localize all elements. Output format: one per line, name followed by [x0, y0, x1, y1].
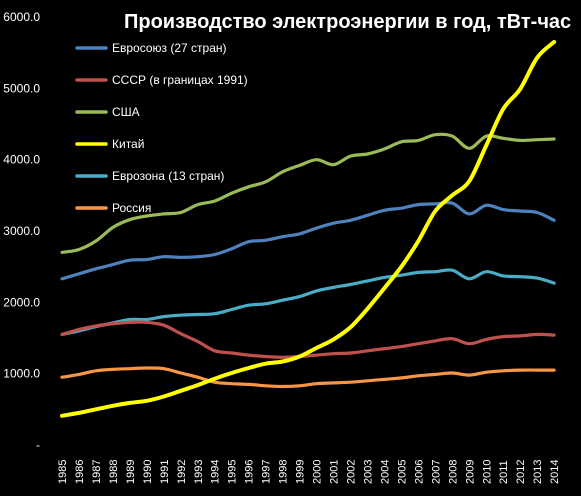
series-line [60, 200, 556, 281]
x-tick-label: 1999 [295, 460, 307, 484]
legend-label: Китай [112, 137, 144, 151]
y-axis: 6000.0 5000.0 4000.0 3000.0 2000.0 1000.0 - [3, 10, 40, 452]
chart-title: Производство электроэнергии в год, тВт-ч… [124, 11, 571, 33]
x-tick-label: 2008 [447, 460, 459, 484]
x-axis: 1985 1986 1987 1988 1989 1990 1991 1992 1993 1994… [57, 460, 561, 484]
x-tick-label: 2009 [464, 460, 476, 484]
x-tick-label: 1986 [74, 460, 86, 484]
y-tick-label: - [36, 438, 40, 452]
series-line [60, 268, 556, 336]
x-tick-label: 1995 [227, 460, 239, 484]
series-line [60, 40, 557, 418]
x-tick-label: 2002 [345, 460, 357, 484]
x-tick-label: 2006 [413, 460, 425, 484]
y-tick-label: 3000.0 [3, 224, 40, 238]
x-tick-label: 2012 [515, 460, 527, 484]
x-tick-label: 2000 [312, 460, 324, 484]
x-tick-label: 1992 [176, 460, 188, 484]
legend-label: СССР (в границах 1991) [112, 73, 248, 87]
x-tick-label: 2011 [498, 460, 510, 484]
x-tick-label: 1985 [57, 460, 69, 484]
series-line [60, 320, 556, 359]
x-tick-label: 1997 [261, 460, 273, 484]
y-tick-label: 5000.0 [3, 81, 40, 95]
x-tick-label: 2003 [362, 460, 374, 484]
series-line [60, 366, 556, 389]
x-tick-label: 1993 [193, 460, 205, 484]
x-tick-label: 1989 [125, 460, 137, 484]
series-line [60, 132, 556, 254]
x-tick-label: 2007 [430, 460, 442, 484]
legend: Евросоюз (27 стран) СССР (в границах 1991… [75, 41, 248, 215]
x-tick-label: 2005 [396, 460, 408, 484]
x-tick-label: 2014 [549, 460, 561, 484]
x-tick-label: 1987 [91, 460, 103, 484]
legend-label: Еврозона (13 стран) [112, 169, 224, 183]
x-tick-label: 1988 [108, 460, 120, 484]
legend-label: США [112, 105, 140, 119]
y-tick-label: 1000.0 [3, 367, 40, 381]
plot-area [60, 40, 557, 418]
x-tick-label: 1991 [159, 460, 171, 484]
x-tick-label: 1994 [210, 460, 222, 484]
y-tick-label: 2000.0 [3, 295, 40, 309]
y-tick-label: 4000.0 [3, 153, 40, 167]
x-tick-label: 2004 [379, 460, 391, 484]
legend-label: Россия [112, 201, 151, 215]
x-tick-label: 2010 [481, 460, 493, 484]
x-tick-label: 1990 [142, 460, 154, 484]
legend-label: Евросоюз (27 стран) [112, 41, 227, 55]
x-tick-label: 2001 [329, 460, 341, 484]
y-tick-label: 6000.0 [3, 10, 40, 24]
x-tick-label: 2013 [532, 460, 544, 484]
x-tick-label: 1998 [278, 460, 290, 484]
x-tick-label: 1996 [244, 460, 256, 484]
